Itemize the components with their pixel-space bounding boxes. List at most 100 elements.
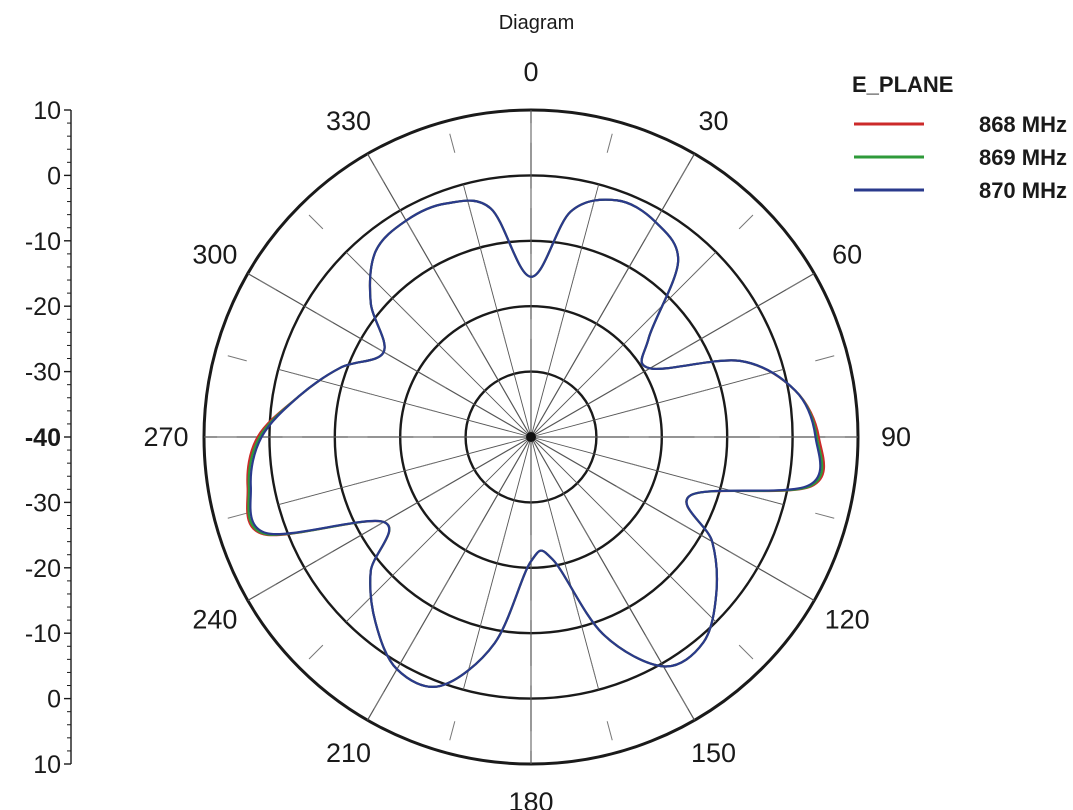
grid-tick <box>449 133 456 153</box>
grid-tick <box>672 518 690 529</box>
angle-label: 120 <box>825 605 870 635</box>
grid-tick <box>258 583 277 595</box>
radial-tick-label: -20 <box>25 293 61 321</box>
radial-axis: 10 0 -10 -20 -30 -40 -30 -20 -10 0 10 <box>25 97 72 779</box>
grid-tick <box>815 512 835 519</box>
grid-tick <box>500 323 507 343</box>
grid-tick <box>579 521 591 540</box>
grid-tick <box>258 279 277 291</box>
grid-tick <box>500 531 507 551</box>
grid-tick <box>354 260 370 276</box>
grid-tick <box>645 634 656 653</box>
angle-label: 0 <box>523 57 538 87</box>
grid-tick <box>417 461 437 468</box>
grid-tick <box>471 334 483 353</box>
grid-tick <box>751 495 772 502</box>
legend-label: 869 MHz <box>979 145 1067 170</box>
grid-tick <box>728 312 747 323</box>
grid-tick <box>677 691 689 710</box>
grid-tick <box>572 259 579 280</box>
radial-tick-label: 10 <box>33 751 61 779</box>
grid-tick <box>625 406 645 413</box>
grid-tick <box>785 583 804 595</box>
grid-tick <box>677 164 689 183</box>
grid-tick <box>308 214 324 230</box>
grid-tick <box>606 133 613 153</box>
angle-label: 60 <box>832 240 862 270</box>
radial-tick-label: -30 <box>25 489 61 517</box>
grid-tick <box>373 164 385 183</box>
legend: E_PLANE 868 MHz 869 MHz 870 MHz <box>852 72 1067 203</box>
radial-tick-label: 10 <box>33 97 61 125</box>
angle-labels: 0 30 60 90 120 150 180 210 240 270 300 330 <box>143 57 911 810</box>
angle-label: 330 <box>326 106 371 136</box>
legend-title: E_PLANE <box>852 72 953 97</box>
minor-spoke-line <box>278 436 532 506</box>
radial-tick-label: -10 <box>25 228 61 256</box>
grid-tick <box>471 521 483 540</box>
grid-tick <box>645 221 656 240</box>
minor-spoke-line <box>462 436 532 690</box>
grid-tick <box>738 214 754 230</box>
grid-tick <box>615 377 634 389</box>
grid-tick <box>449 721 456 741</box>
chart-title: Diagram <box>498 12 575 34</box>
angle-label: 30 <box>698 106 728 136</box>
grid-tick <box>600 506 615 521</box>
grid-tick <box>372 518 390 529</box>
grid-tick <box>555 323 562 343</box>
grid-tick <box>308 644 324 660</box>
series-group <box>246 198 826 688</box>
grid-tick <box>692 598 708 614</box>
grid-tick <box>290 495 311 502</box>
grid-tick <box>555 531 562 551</box>
grid-tick <box>439 278 450 296</box>
grid-tick <box>417 406 437 413</box>
minor-spoke-line <box>462 184 532 438</box>
grid-tick <box>227 512 247 519</box>
angle-label: 210 <box>326 738 371 768</box>
grid-tick <box>290 372 311 379</box>
grid-tick <box>600 353 615 368</box>
grid-tick <box>406 221 417 240</box>
minor-spoke-line <box>530 368 784 438</box>
grid-tick <box>227 355 247 362</box>
grid-tick <box>625 461 645 468</box>
grid-tick <box>401 307 416 322</box>
grid-tick <box>579 334 591 353</box>
angle-label: 240 <box>192 605 237 635</box>
grid-tick <box>815 355 835 362</box>
grid-tick <box>353 389 374 396</box>
radial-tick-label: -10 <box>25 620 61 648</box>
series-line-870-mhz <box>249 198 822 688</box>
grid-tick <box>672 345 690 356</box>
minor-spoke-line <box>278 368 532 438</box>
grid-tick <box>483 594 490 615</box>
grid-tick <box>447 353 462 368</box>
grid-tick <box>483 259 490 280</box>
minor-spoke-line <box>530 436 784 506</box>
grid-tick <box>728 551 747 562</box>
polar-grid <box>202 108 860 766</box>
angle-label: 90 <box>881 422 911 452</box>
grid-tick <box>612 278 623 296</box>
grid-tick <box>315 551 334 562</box>
legend-label: 870 MHz <box>979 178 1067 203</box>
grid-tick <box>315 312 334 323</box>
grid-tick <box>447 506 462 521</box>
grid-tick <box>646 307 661 322</box>
radial-tick-label: -30 <box>25 359 61 387</box>
grid-tick <box>373 691 385 710</box>
grid-tick <box>354 598 370 614</box>
grid-tick <box>615 485 634 497</box>
grid-tick <box>688 389 709 396</box>
grid-tick <box>751 372 772 379</box>
series-line-868-mhz <box>246 198 826 688</box>
minor-spoke-line <box>530 251 717 438</box>
grid-tick <box>401 552 416 567</box>
grid-tick <box>353 478 374 485</box>
grid-tick <box>466 657 473 678</box>
grid-tick <box>428 485 447 497</box>
grid-tick <box>646 552 661 567</box>
